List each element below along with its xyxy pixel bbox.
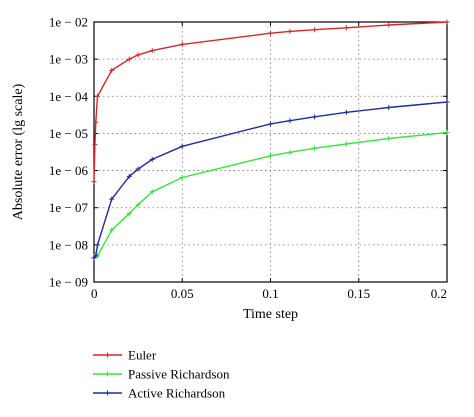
data-point-passive-richardson bbox=[126, 210, 132, 216]
data-point-passive-richardson bbox=[135, 202, 141, 208]
data-point-active-richardson bbox=[179, 143, 185, 149]
legend-marker-passive-richardson bbox=[105, 371, 110, 377]
data-point-passive-richardson bbox=[287, 149, 293, 155]
data-point-euler bbox=[179, 41, 185, 47]
data-point-active-richardson bbox=[444, 99, 450, 105]
data-point-euler bbox=[149, 48, 155, 54]
x-tick-label: 0.15 bbox=[347, 286, 370, 301]
data-point-passive-richardson bbox=[343, 141, 349, 147]
data-point-euler bbox=[135, 52, 141, 58]
data-point-euler bbox=[386, 22, 392, 28]
data-point-euler bbox=[444, 19, 450, 25]
data-point-active-richardson bbox=[93, 253, 99, 259]
data-point-active-richardson bbox=[312, 114, 318, 120]
data-point-euler bbox=[91, 179, 97, 185]
data-point-euler bbox=[92, 142, 98, 148]
legend-label-active-richardson: Active Richardson bbox=[128, 386, 226, 401]
data-point-euler bbox=[93, 119, 99, 125]
data-point-euler bbox=[312, 27, 318, 33]
y-tick-label: 1e − 07 bbox=[49, 200, 89, 215]
data-point-active-richardson bbox=[109, 196, 115, 202]
data-point-passive-richardson bbox=[179, 175, 185, 181]
legend-marker-active-richardson bbox=[105, 390, 110, 396]
data-point-passive-richardson bbox=[444, 130, 450, 136]
data-point-euler bbox=[109, 67, 115, 73]
y-tick-label: 1e − 08 bbox=[49, 237, 88, 252]
data-point-active-richardson bbox=[126, 173, 132, 179]
legend-label-passive-richardson: Passive Richardson bbox=[128, 367, 230, 382]
data-point-passive-richardson bbox=[386, 136, 392, 142]
data-series bbox=[91, 19, 450, 261]
data-point-euler bbox=[95, 93, 101, 99]
data-point-euler bbox=[287, 28, 293, 34]
y-tick-label: 1e − 06 bbox=[49, 163, 89, 178]
x-axis-label: Time step bbox=[243, 307, 298, 322]
data-point-active-richardson bbox=[149, 156, 155, 162]
data-point-active-richardson bbox=[287, 118, 293, 124]
data-point-passive-richardson bbox=[268, 153, 273, 159]
legend-marker-euler bbox=[105, 352, 110, 358]
data-point-euler bbox=[343, 25, 349, 31]
legend: Euler Passive Richardson Active Richardson bbox=[93, 348, 230, 401]
y-tick-label: 1e − 05 bbox=[49, 126, 88, 141]
data-point-passive-richardson bbox=[149, 189, 155, 195]
data-point-passive-richardson bbox=[109, 227, 115, 233]
data-point-active-richardson bbox=[386, 104, 392, 110]
x-tick-label: 0.1 bbox=[262, 286, 278, 301]
grid-lines bbox=[94, 22, 447, 282]
data-point-active-richardson bbox=[268, 121, 273, 127]
y-tick-label: 1e − 04 bbox=[49, 89, 89, 104]
y-tick-label: 1e − 09 bbox=[49, 275, 88, 290]
legend-label-euler: Euler bbox=[128, 348, 157, 363]
data-point-passive-richardson bbox=[312, 145, 318, 151]
series-line-active-richardson bbox=[93, 101, 448, 259]
x-tick-label: 0.2 bbox=[431, 286, 447, 301]
data-point-active-richardson bbox=[135, 166, 141, 172]
y-tick-label: 1e − 03 bbox=[49, 52, 88, 67]
data-point-active-richardson bbox=[343, 109, 349, 115]
y-tick-label: 1e − 02 bbox=[49, 15, 88, 30]
data-point-euler bbox=[268, 30, 273, 36]
y-axis-label: Absolute error (lg scale) bbox=[11, 83, 26, 220]
x-tick-label: 0.05 bbox=[171, 286, 194, 301]
data-point-euler bbox=[126, 56, 132, 62]
x-tick-label: 0 bbox=[91, 286, 98, 301]
series-line-passive-richardson bbox=[93, 131, 448, 259]
data-point-active-richardson bbox=[95, 242, 101, 248]
axis-ticks: 0 0.05 0.1 0.15 0.2 1e − 09 1e − 08 1e − 07 1e −… bbox=[49, 15, 448, 301]
